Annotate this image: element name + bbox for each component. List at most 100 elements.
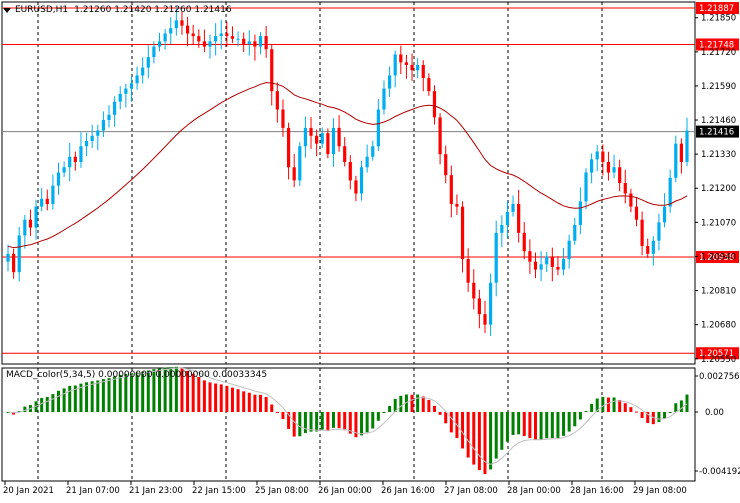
macd-bar: [567, 412, 571, 432]
price-tick-label: 1.20940: [701, 252, 736, 262]
macd-bar: [668, 411, 672, 413]
macd-bar: [562, 412, 566, 436]
time-axis[interactable]: 20 Jan 2021 21 Jan 07:00 21 Jan 23:00 22 Ja…: [3, 481, 687, 496]
candle-body: [34, 206, 38, 228]
candle-body: [533, 261, 538, 270]
macd-bar: [315, 412, 319, 432]
candle-body: [494, 232, 498, 283]
candle-body: [230, 36, 235, 39]
macd-bar: [545, 412, 549, 439]
candle-body: [309, 127, 313, 136]
macd-bar: [169, 367, 173, 412]
macd-bar: [85, 382, 89, 412]
candle-body: [337, 127, 341, 147]
macd-bar: [382, 412, 386, 413]
candle-body: [62, 167, 66, 173]
candle-body: [584, 172, 588, 202]
candle-body: [84, 141, 89, 147]
candle-body: [185, 25, 190, 34]
candle-body: [500, 224, 504, 233]
candle-body: [674, 143, 678, 178]
macd-bar: [107, 378, 111, 412]
vertical-grid: [37, 2, 603, 481]
candle-body: [135, 75, 139, 84]
candle-body: [444, 154, 448, 176]
candle-body: [225, 33, 229, 37]
candle-body: [113, 101, 117, 115]
macd-axis[interactable]: 0.0027561 0.00 -0.004192: [695, 372, 740, 477]
candle-body: [270, 49, 274, 92]
candle-body: [421, 64, 425, 79]
candle-body: [107, 114, 111, 121]
macd-bar: [219, 384, 223, 412]
candle-body: [539, 264, 543, 270]
candle-body: [623, 183, 627, 194]
macd-bar: [511, 412, 515, 435]
candle-body: [640, 219, 644, 246]
price-axis[interactable]: 1.21850 1.21720 1.21590 1.21460 1.21330 1.212…: [695, 14, 736, 365]
macd-bar: [270, 404, 274, 412]
candle-body: [281, 109, 285, 128]
macd-bar: [129, 373, 133, 412]
macd-bar: [360, 412, 364, 436]
macd-bar: [517, 412, 521, 435]
time-tick-label: 28 Jan 00:00: [507, 486, 561, 496]
macd-bar: [477, 412, 481, 471]
macd-bar: [225, 385, 229, 412]
macd-bar: [51, 394, 55, 412]
candle-body: [124, 88, 128, 94]
candle-body: [387, 75, 392, 89]
candle-body: [427, 78, 431, 92]
candle-body: [634, 206, 639, 220]
candle-body: [438, 117, 442, 155]
macd-bar: [623, 403, 627, 412]
macd-bar: [17, 411, 21, 413]
chart-header: EURUSD,H1 1.21260 1.21420 1.21260 1.2141…: [0, 3, 232, 17]
candle-body: [354, 180, 358, 194]
price-level-tag: [696, 2, 739, 15]
macd-bar: [264, 397, 268, 412]
candlestick-series: [6, 6, 689, 336]
macd-bar: [259, 394, 263, 412]
time-tick-label: 26 Jan 16:00: [381, 486, 435, 496]
candle-body: [219, 33, 223, 37]
price-tick-label: 1.21200: [701, 184, 736, 194]
macd-bar: [601, 396, 605, 412]
price-level-label: 1.21748: [699, 40, 734, 50]
moving-average-line: [7, 82, 688, 249]
candle-body: [455, 203, 459, 207]
macd-header: MACD_color(5,34,5) 0.00000000 0.00000000…: [6, 370, 268, 380]
candle-body: [382, 88, 386, 110]
candle-body: [662, 206, 667, 223]
macd-bar: [461, 412, 465, 449]
ohlc-label: 1.21260 1.21420 1.21260 1.21416: [74, 5, 232, 15]
candle-body: [275, 91, 279, 110]
macd-bar: [483, 412, 487, 474]
macd-bar: [657, 412, 661, 423]
price-level-tag: [696, 347, 739, 360]
candle-body: [56, 172, 61, 186]
candle-body: [561, 259, 566, 270]
candle-body: [247, 41, 251, 44]
candle-body: [208, 41, 212, 47]
macd-bar: [337, 412, 341, 429]
candle-body: [522, 232, 526, 252]
candle-body: [12, 253, 16, 273]
current-price-label: 1.21416: [699, 128, 734, 138]
macd-bar: [118, 374, 122, 412]
macd-bar: [556, 412, 560, 438]
candle-body: [163, 33, 167, 42]
candle-body: [590, 159, 594, 173]
candle-body: [17, 235, 21, 273]
time-tick-label: 25 Jan 08:00: [255, 486, 309, 496]
macd-histogram: [6, 366, 689, 474]
dropdown-arrow-icon[interactable]: [3, 7, 11, 13]
candle-body: [169, 28, 173, 34]
macd-bar: [73, 385, 77, 412]
price-level-tag: [696, 250, 739, 263]
candle-body: [477, 298, 481, 315]
candle-body: [410, 64, 414, 71]
horizontal-levels[interactable]: 1.21887 1.21748 1.20938 1.20571 1.21416: [2, 2, 739, 360]
